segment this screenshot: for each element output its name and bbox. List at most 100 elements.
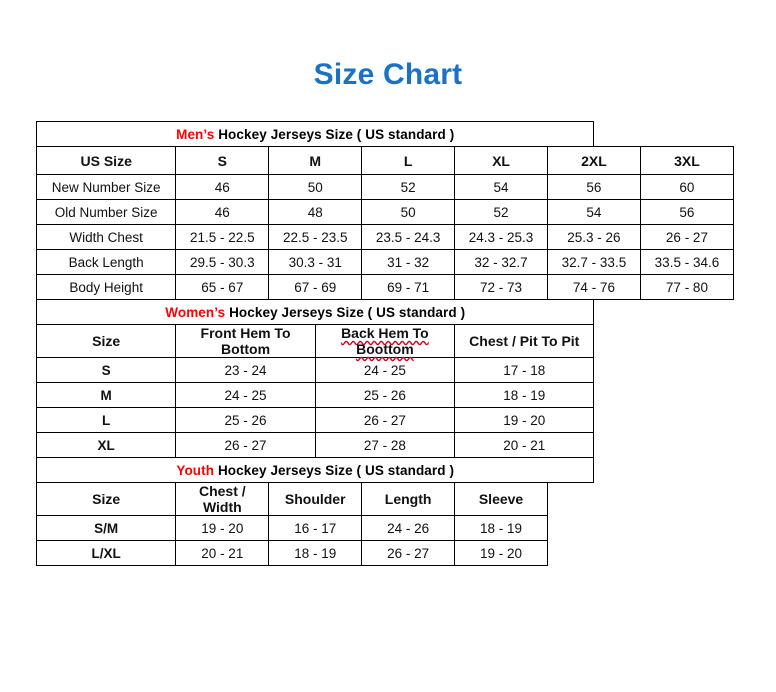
section-banner-accent-womens: Women’s [165, 304, 226, 320]
size-chart-table: Men’s Hockey Jerseys Size ( US standard … [35, 121, 735, 566]
cell-mens-1-5: 56 [639, 199, 735, 225]
column-header-row-mens: US Size S M L XL 2XL 3XL [35, 146, 735, 175]
cell-mens-2-0: 21.5 - 22.5 [175, 224, 270, 250]
cell-mens-0-1: 50 [268, 174, 363, 200]
cell-mens-3-5: 33.5 - 34.6 [639, 249, 735, 275]
size-chart-body: Men’s Hockey Jerseys Size ( US standard … [35, 121, 735, 566]
cell-womens-1-1: 25 - 26 [314, 382, 456, 408]
row-label-youth-0: S/M [35, 515, 177, 541]
column-header-womens-0: Size [35, 324, 177, 358]
column-header-womens-2: Back Hem To Boottom [314, 324, 456, 358]
cell-youth-1-3: 19 - 20 [454, 540, 548, 566]
cell-womens-2-1: 26 - 27 [314, 407, 456, 433]
cell-mens-2-1: 22.5 - 23.5 [268, 224, 363, 250]
table-row: S/M 19 - 20 16 - 17 24 - 26 18 - 19 [35, 515, 734, 541]
column-header-youth-3: Length [361, 482, 456, 516]
cell-mens-0-5: 60 [639, 174, 735, 200]
column-header-youth-4: Sleeve [454, 482, 548, 516]
column-header-mens-3: L [361, 146, 456, 175]
cell-mens-1-3: 52 [454, 199, 548, 225]
column-header-mens-2: M [268, 146, 363, 175]
table-row: Body Height 65 - 67 67 - 69 69 - 71 72 - 73 7… [35, 274, 735, 300]
column-header-mens-1: S [175, 146, 270, 175]
column-header-youth-1: Chest / Width [175, 482, 270, 516]
section-banner-accent-mens: Men’s [176, 126, 215, 142]
cell-mens-4-1: 67 - 69 [268, 274, 363, 300]
row-label-mens-3: Back Length [35, 249, 177, 275]
column-header-womens-1: Front Hem To Bottom [175, 324, 316, 358]
cell-mens-3-3: 32 - 32.7 [454, 249, 548, 275]
row-label-womens-2: L [35, 407, 177, 433]
table-row: S 23 - 24 24 - 25 17 - 18 [35, 357, 734, 383]
section-banner-rest-youth: Hockey Jerseys Size ( US standard ) [214, 462, 455, 478]
cell-womens-0-0: 23 - 24 [175, 357, 316, 383]
section-banner-row-mens: Men’s Hockey Jerseys Size ( US standard … [35, 121, 734, 147]
cell-mens-2-3: 24.3 - 25.3 [454, 224, 548, 250]
cell-mens-4-5: 77 - 80 [639, 274, 735, 300]
cell-mens-2-2: 23.5 - 24.3 [361, 224, 456, 250]
cell-mens-1-2: 50 [361, 199, 456, 225]
cell-womens-1-2: 18 - 19 [454, 382, 595, 408]
cell-mens-2-5: 26 - 27 [639, 224, 735, 250]
cell-mens-0-4: 56 [546, 174, 641, 200]
table-row: Back Length 29.5 - 30.3 30.3 - 31 31 - 32 32… [35, 249, 735, 275]
cell-mens-1-1: 48 [268, 199, 363, 225]
cell-mens-0-2: 52 [361, 174, 456, 200]
row-label-mens-4: Body Height [35, 274, 177, 300]
cell-mens-3-2: 31 - 32 [361, 249, 456, 275]
cell-mens-0-0: 46 [175, 174, 270, 200]
cell-youth-1-0: 20 - 21 [175, 540, 270, 566]
row-label-womens-0: S [35, 357, 177, 383]
section-banner-rest-mens: Hockey Jerseys Size ( US standard ) [214, 126, 455, 142]
section-banner-womens: Women’s Hockey Jerseys Size ( US standar… [35, 299, 595, 325]
cell-womens-3-0: 26 - 27 [175, 432, 316, 458]
cell-mens-4-0: 65 - 67 [175, 274, 270, 300]
cell-mens-3-1: 30.3 - 31 [268, 249, 363, 275]
section-banner-mens: Men’s Hockey Jerseys Size ( US standard … [35, 121, 595, 147]
section-banner-youth: Youth Hockey Jerseys Size ( US standard … [35, 457, 595, 483]
cell-youth-1-2: 26 - 27 [361, 540, 456, 566]
spellcheck-underlined-text: Back Hem To Boottom [341, 325, 429, 357]
cell-mens-2-4: 25.3 - 26 [546, 224, 641, 250]
cell-mens-4-3: 72 - 73 [454, 274, 548, 300]
row-label-mens-2: Width Chest [35, 224, 177, 250]
table-row: XL 26 - 27 27 - 28 20 - 21 [35, 432, 734, 458]
cell-youth-0-0: 19 - 20 [175, 515, 270, 541]
table-row: M 24 - 25 25 - 26 18 - 19 [35, 382, 734, 408]
cell-youth-0-2: 24 - 26 [361, 515, 456, 541]
row-label-mens-1: Old Number Size [35, 199, 177, 225]
cell-womens-0-1: 24 - 25 [314, 357, 456, 383]
cell-womens-2-2: 19 - 20 [454, 407, 595, 433]
cell-mens-3-0: 29.5 - 30.3 [175, 249, 270, 275]
row-label-womens-1: M [35, 382, 177, 408]
cell-womens-3-1: 27 - 28 [314, 432, 456, 458]
table-row: Old Number Size 46 48 50 52 54 56 [35, 199, 735, 225]
row-label-youth-1: L/XL [35, 540, 177, 566]
size-chart-tables: Men’s Hockey Jerseys Size ( US standard … [35, 121, 735, 566]
section-banner-rest-womens: Hockey Jerseys Size ( US standard ) [225, 304, 466, 320]
column-header-mens-5: 2XL [546, 146, 641, 175]
row-label-womens-3: XL [35, 432, 177, 458]
column-header-row-womens: Size Front Hem To Bottom Back Hem To Boott… [35, 324, 734, 358]
section-banner-row-womens: Women’s Hockey Jerseys Size ( US standar… [35, 299, 734, 325]
column-header-womens-3: Chest / Pit To Pit [454, 324, 595, 358]
cell-mens-0-3: 54 [454, 174, 548, 200]
table-row: L/XL 20 - 21 18 - 19 26 - 27 19 - 20 [35, 540, 734, 566]
page-title: Size Chart [313, 58, 463, 91]
cell-mens-4-2: 69 - 71 [361, 274, 456, 300]
column-header-mens-0: US Size [35, 146, 177, 175]
cell-youth-1-1: 18 - 19 [268, 540, 363, 566]
cell-mens-1-0: 46 [175, 199, 270, 225]
table-row: L 25 - 26 26 - 27 19 - 20 [35, 407, 734, 433]
column-header-mens-6: 3XL [639, 146, 735, 175]
cell-mens-1-4: 54 [546, 199, 641, 225]
column-header-youth-0: Size [35, 482, 177, 516]
cell-youth-0-1: 16 - 17 [268, 515, 363, 541]
row-label-mens-0: New Number Size [35, 174, 177, 200]
cell-womens-2-0: 25 - 26 [175, 407, 316, 433]
table-row: Width Chest 21.5 - 22.5 22.5 - 23.5 23.5 - … [35, 224, 735, 250]
cell-mens-4-4: 74 - 76 [546, 274, 641, 300]
column-header-row-youth: Size Chest / Width Shoulder Length Sleeve [35, 482, 734, 516]
column-header-mens-4: XL [454, 146, 548, 175]
